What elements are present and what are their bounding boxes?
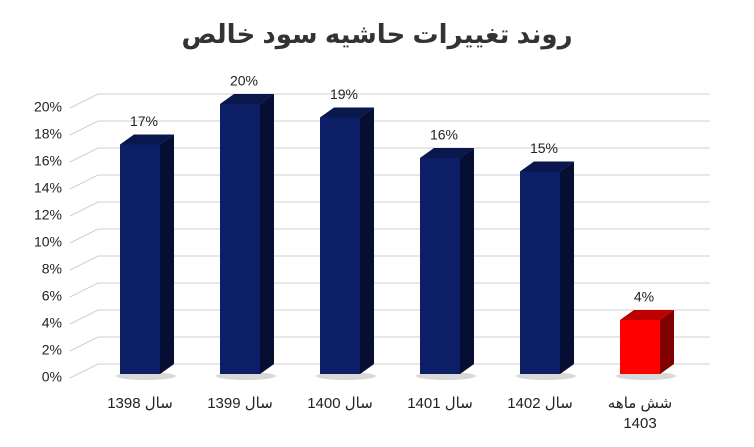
x-tick-label: سال 1402	[507, 395, 573, 412]
x-tick-label: شش ماهه 1403	[607, 395, 673, 432]
y-tick-label: 8%	[42, 261, 62, 277]
value-label: 15%	[530, 140, 558, 156]
bar-top	[320, 107, 374, 118]
grid-line	[69, 93, 710, 109]
bar-top-shade	[320, 107, 374, 118]
y-tick-label: 16%	[34, 153, 62, 169]
bar-side-shade	[460, 148, 474, 374]
x-tick-label: سال 1398	[107, 395, 173, 412]
grid-line	[69, 201, 710, 217]
grid-line	[69, 174, 710, 190]
bar	[320, 107, 374, 374]
value-label: 16%	[430, 127, 458, 143]
grid-line	[69, 120, 710, 136]
x-tick-label: سال 1401	[407, 395, 473, 412]
bar-front	[120, 144, 160, 374]
bar-front	[220, 104, 260, 374]
y-tick-label: 12%	[34, 207, 62, 223]
value-label: 4%	[634, 289, 654, 305]
grid-line	[69, 282, 710, 298]
bar-top-shade	[120, 134, 174, 145]
bar-front	[520, 171, 560, 374]
grid-line	[69, 309, 710, 325]
y-tick-label: 4%	[42, 315, 62, 331]
bar	[520, 161, 574, 374]
bar-front	[420, 158, 460, 374]
x-tick-label: سال 1399	[207, 395, 273, 412]
y-tick-label: 2%	[42, 342, 62, 358]
bar-top-shade	[420, 148, 474, 158]
bar-side-shade	[160, 134, 174, 374]
x-tick-label: سال 1400	[307, 395, 373, 412]
value-label: 17%	[130, 113, 158, 129]
bar-side-shade	[260, 94, 274, 374]
bar-top	[220, 94, 274, 104]
bar	[120, 134, 174, 374]
grid-line	[69, 255, 710, 271]
grid-line	[69, 228, 710, 244]
y-tick-label: 0%	[42, 369, 62, 385]
value-label: 19%	[330, 86, 358, 102]
y-tick-label: 10%	[34, 234, 62, 250]
bar-top-shade	[520, 161, 574, 172]
bar	[620, 310, 674, 374]
bar-front	[620, 320, 660, 374]
bar-top	[520, 161, 574, 172]
bar-top	[620, 310, 674, 320]
y-tick-label: 18%	[34, 126, 62, 142]
y-tick-label: 20%	[34, 99, 62, 115]
value-label: 20%	[230, 73, 258, 89]
bar-side-shade	[360, 107, 374, 374]
chart-title: روند تغییرات حاشیه سود خالص	[181, 19, 572, 50]
bar-top	[120, 134, 174, 145]
bar-side-shade	[660, 310, 674, 374]
bar-side-shade	[560, 161, 574, 374]
bar-front	[320, 117, 360, 374]
grid-line	[69, 147, 710, 163]
y-tick-label: 6%	[42, 288, 62, 304]
y-tick-label: 14%	[34, 180, 62, 196]
bar-top	[420, 148, 474, 158]
grid-line	[69, 336, 710, 352]
bar	[420, 148, 474, 374]
bar-top-shade	[620, 310, 674, 320]
bar-top-shade	[220, 94, 274, 104]
bar	[220, 94, 274, 374]
grid-line	[69, 363, 710, 379]
